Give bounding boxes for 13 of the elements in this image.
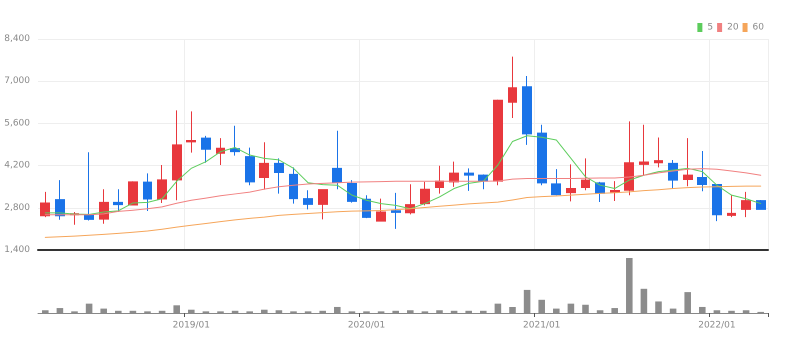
x-tick-label: 2019/01 <box>172 320 210 330</box>
legend-label: 60 <box>752 22 764 32</box>
legend-label: 20 <box>727 22 739 32</box>
x-tick-label: 2020/01 <box>348 320 386 330</box>
x-tick-label: 2022/01 <box>698 320 736 330</box>
y-tick-label: 8,400 <box>4 34 30 44</box>
y-tick-label: 2,800 <box>4 202 30 213</box>
x-tick-label: 2021/01 <box>523 320 560 330</box>
y-tick-label: 5,600 <box>4 118 30 128</box>
legend-label: 5 <box>707 22 714 32</box>
y-tick-label: 4,200 <box>4 160 30 171</box>
y-tick-label: 7,000 <box>4 76 30 86</box>
y-tick-label: 1,400 <box>4 245 30 255</box>
